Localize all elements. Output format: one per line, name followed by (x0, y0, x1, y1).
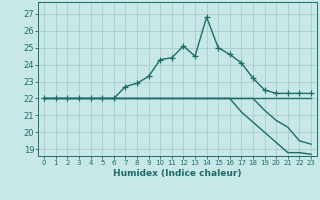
X-axis label: Humidex (Indice chaleur): Humidex (Indice chaleur) (113, 169, 242, 178)
